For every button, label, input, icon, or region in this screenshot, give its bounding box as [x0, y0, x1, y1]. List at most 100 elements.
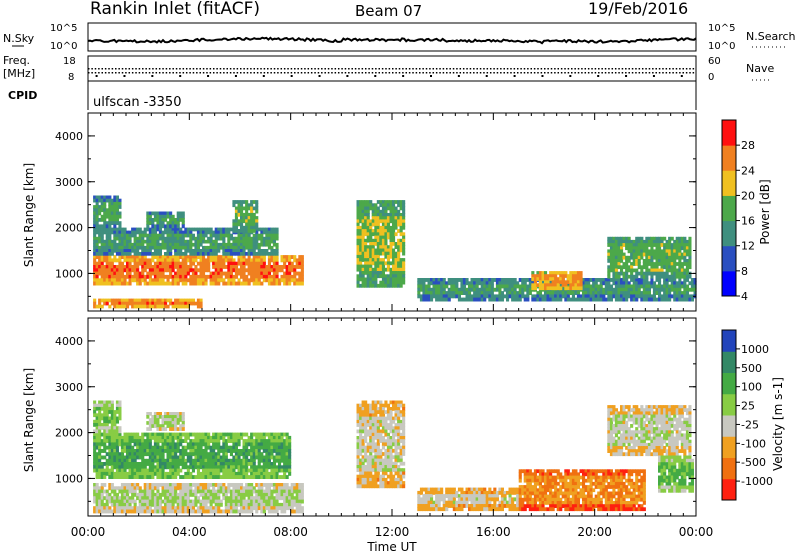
heatmap-cell: [526, 284, 530, 289]
heatmap-cell: [156, 455, 160, 460]
heatmap-cell: [156, 468, 160, 473]
heatmap-cell: [158, 412, 162, 416]
heatmap-cell: [660, 259, 664, 263]
heatmap-cell: [169, 274, 173, 279]
heatmap-cell: [115, 468, 119, 473]
heatmap-cell: [93, 265, 97, 269]
freq-point: [682, 68, 684, 70]
heatmap-cell: [255, 230, 259, 235]
heatmap-cell: [551, 271, 555, 275]
heatmap-cell: [652, 297, 656, 302]
heatmap-cell: [366, 248, 370, 253]
heatmap-cell: [166, 245, 170, 250]
heatmap-cell: [678, 243, 682, 247]
heatmap-cell: [105, 298, 109, 303]
heatmap-cell: [171, 304, 175, 309]
heatmap-cell: [369, 225, 373, 230]
heatmap-cell: [267, 258, 271, 263]
heatmap-cell: [364, 238, 368, 243]
heatmap-cell: [237, 278, 241, 283]
heatmap-cell: [164, 445, 168, 450]
heatmap-cell: [670, 252, 674, 257]
heatmap-cell: [488, 284, 492, 289]
heatmap-cell: [389, 203, 393, 208]
heatmap-cell: [262, 252, 266, 256]
heatmap-cell: [108, 274, 112, 279]
heatmap-cell: [399, 238, 403, 243]
heatmap-cell: [392, 200, 396, 204]
heatmap-cell: [280, 475, 284, 479]
heatmap-cell: [158, 242, 162, 247]
freq-point: [456, 68, 458, 70]
heatmap-cell: [668, 268, 672, 273]
heatmap-cell: [237, 452, 241, 457]
heatmap-cell: [376, 200, 380, 204]
freq-point: [378, 68, 380, 70]
heatmap-cell: [399, 245, 403, 249]
heatmap-cell: [265, 471, 269, 476]
station-title: Rankin Inlet (fitACF): [90, 0, 260, 19]
freq-point: [466, 68, 468, 70]
heatmap-region: [93, 227, 279, 256]
heatmap-cell: [100, 268, 104, 273]
heatmap-cell: [126, 458, 130, 463]
heatmap-cell: [229, 432, 233, 437]
heatmap-cell: [663, 236, 667, 241]
heatmap-cell: [181, 224, 185, 229]
heatmap-cell: [262, 435, 266, 440]
heatmap-cell: [640, 243, 644, 247]
heatmap-cell: [272, 475, 276, 479]
heatmap-cell: [366, 264, 370, 269]
heatmap-cell: [176, 278, 180, 283]
heatmap-cell: [465, 294, 469, 299]
heatmap-cell: [280, 435, 284, 440]
heatmap-cell: [110, 455, 114, 460]
heatmap-cell: [272, 278, 276, 283]
heatmap-cell: [488, 278, 492, 282]
heatmap-cell: [440, 281, 444, 286]
heatmap-cell: [242, 475, 246, 479]
heatmap-cell: [255, 452, 259, 457]
heatmap-cell: [242, 225, 246, 230]
heatmap-cell: [290, 274, 294, 279]
heatmap-cell: [93, 249, 97, 253]
heatmap-cell: [526, 291, 530, 295]
heatmap-cell: [442, 278, 446, 282]
heatmap-cell: [110, 239, 114, 244]
heatmap-cell: [622, 287, 626, 292]
freq-point: [300, 68, 303, 70]
heatmap-cell: [166, 242, 170, 247]
heatmap-cell: [627, 287, 631, 292]
nave-point: [354, 72, 357, 74]
nave-point: [486, 72, 489, 74]
heatmap-cell: [500, 278, 504, 282]
heatmap-cell: [93, 242, 97, 247]
heatmap-cell: [207, 268, 211, 273]
heatmap-cell: [379, 219, 383, 224]
heatmap-cell: [217, 435, 221, 440]
heatmap-cell: [131, 242, 135, 247]
heatmap-cell: [257, 442, 261, 447]
heatmap-cell: [381, 238, 385, 243]
heatmap-cell: [384, 242, 388, 246]
heatmap-cell: [128, 471, 132, 476]
heatmap-cell: [242, 212, 246, 217]
freq-point: [476, 68, 478, 70]
heatmap-cell: [95, 221, 99, 225]
heatmap-cell: [204, 245, 208, 250]
heatmap-cell: [374, 258, 378, 262]
heatmap-cell: [673, 265, 677, 270]
heatmap-cell: [582, 291, 586, 295]
heatmap-cell: [430, 294, 434, 299]
heatmap-cell: [136, 442, 140, 447]
heatmap-cell: [237, 462, 241, 466]
heatmap-cell: [250, 442, 254, 447]
heatmap-cell: [156, 412, 160, 416]
heatmap-cell: [100, 236, 104, 241]
heatmap-cell: [93, 432, 97, 437]
heatmap-cell: [224, 265, 228, 269]
freq-point: [131, 68, 134, 70]
heatmap-cell: [136, 252, 140, 256]
heatmap-cell: [105, 278, 109, 283]
heatmap-cell: [242, 471, 246, 476]
